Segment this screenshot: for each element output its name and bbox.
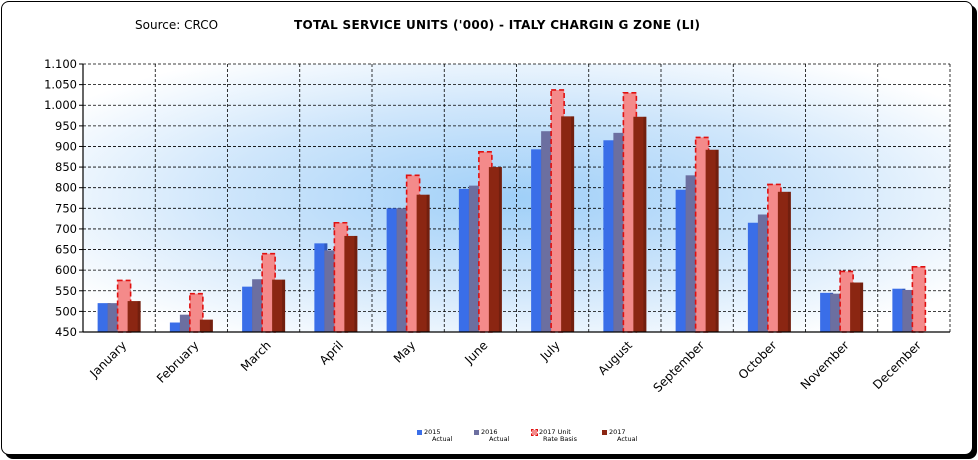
legend-line: 2015 [424, 428, 441, 436]
bar-shade [282, 279, 286, 332]
legend-swatch-2017-unit-rate [531, 429, 538, 436]
legend-line: Actual [617, 435, 638, 443]
bar-2017-actual [127, 301, 141, 332]
y-tick-label: 800 [55, 181, 77, 195]
bar-2015-actual [97, 303, 111, 332]
legend-line: 2017 Unit [539, 428, 571, 436]
legend-item-2016: 2016 Actual [474, 429, 531, 443]
chart-title: TOTAL SERVICE UNITS ('000) - ITALY CHARG… [294, 18, 701, 32]
bar-2017-unit-rate-basis [694, 136, 710, 333]
bar-2017-unit-rate-basis [767, 183, 782, 333]
bar-2015-actual [603, 140, 617, 332]
gridlines [83, 63, 951, 332]
bar-shade [571, 116, 575, 333]
bar-2017-actual [416, 194, 430, 332]
legend-label-2016: 2016 Actual [474, 429, 531, 443]
bar-shade [354, 235, 358, 332]
bar-2017-unit-rate-basis [116, 279, 132, 333]
y-tick-label: 450 [55, 325, 77, 339]
bar-shade [137, 301, 141, 332]
legend-line: Actual [432, 435, 453, 443]
legend-swatch-2015 [417, 430, 422, 435]
bars [97, 89, 927, 333]
y-tick-label: 550 [55, 284, 77, 298]
x-tick-label: October [736, 338, 780, 382]
legend-swatch-2017-actual [602, 430, 607, 435]
bar-2015-actual [531, 149, 545, 332]
legend-line: Rate Basis [543, 435, 577, 443]
x-tick-label: January [86, 338, 129, 381]
legend-item-2017-unit-rate: 2017 Unit Rate Basis [531, 429, 589, 443]
bar-shade [426, 194, 430, 332]
legend-item-2015: 2015 Actual [417, 429, 474, 443]
bar-2017-actual [344, 235, 358, 332]
y-tick-label: 750 [55, 201, 77, 215]
plot-area-background [83, 64, 950, 332]
legend: 2015 Actual 2016 Actual 2017 Unit Rate B… [410, 425, 658, 451]
legend-line: 2017 [609, 428, 626, 436]
bar-2017-actual [705, 149, 719, 332]
bar-2017-actual [272, 279, 286, 332]
y-tick-label: 700 [55, 222, 77, 236]
bar-2017-unit-rate-basis [911, 266, 927, 333]
bar-2015-actual [458, 188, 472, 332]
legend-label-2017-unit-rate: 2017 Unit Rate Basis [532, 429, 589, 443]
legend-line: Actual [489, 435, 510, 443]
bar-2017-actual [777, 191, 791, 332]
bar-2017-unit-rate-basis [550, 89, 565, 333]
x-tick-label: December [870, 338, 924, 392]
legend-label-2017-actual: 2017 Actual [602, 429, 659, 443]
y-tick-label: 1.050 [44, 78, 77, 92]
x-tick-label: June [461, 338, 490, 367]
x-tick-label: February [154, 338, 202, 386]
bar-shade [715, 149, 719, 332]
bar-2015-actual [820, 292, 834, 332]
bar-shade [498, 167, 502, 332]
x-tick-label: September [650, 338, 707, 395]
y-tick-label: 600 [55, 263, 77, 277]
bar-shade [860, 282, 864, 332]
y-tick-label: 900 [55, 139, 77, 153]
legend-label-2015: 2015 Actual [417, 429, 474, 443]
bar-shade [787, 191, 791, 332]
y-tick-label: 950 [55, 119, 77, 133]
bar-2017-actual [488, 167, 502, 332]
chart: 450 500 550 600 650 700 750 800 850 900 950 1.000 1.… [44, 57, 951, 395]
bar-2015-actual [314, 243, 328, 332]
bar-2015-actual [675, 189, 689, 332]
bar-2015-actual [892, 288, 906, 332]
legend-line: 2016 [481, 428, 498, 436]
bar-2017-actual [850, 282, 864, 332]
x-tick-label: April [317, 338, 346, 367]
bar-2017-actual [561, 116, 575, 333]
legend-swatch-2016 [474, 430, 479, 435]
x-tick-label: May [391, 338, 418, 365]
bar-shade [643, 116, 647, 332]
bar-shade [209, 319, 213, 332]
x-tick-label: August [595, 338, 635, 378]
y-tick-label: 650 [55, 243, 77, 257]
bar-2017-unit-rate-basis [478, 151, 493, 333]
bar-2017-actual [199, 319, 213, 332]
y-tick-label: 500 [55, 304, 77, 318]
bar-2015-actual [169, 322, 183, 332]
y-tick-label: 1.100 [44, 57, 77, 71]
x-tick-label: July [537, 338, 563, 364]
bar-2015-actual [386, 208, 400, 332]
y-tick-label: 850 [55, 160, 77, 174]
bar-2017-actual [633, 116, 647, 332]
chart-source: Source: CRCO [135, 18, 219, 32]
bar-2015-actual [747, 222, 761, 332]
x-tick-label: November [798, 338, 852, 392]
y-tick-label: 1.000 [44, 98, 77, 112]
x-tick-label: March [238, 338, 274, 374]
bar-2015-actual [242, 286, 256, 332]
bar-2016-actual [252, 279, 266, 332]
legend-item-2017-actual: 2017 Actual [602, 429, 659, 443]
